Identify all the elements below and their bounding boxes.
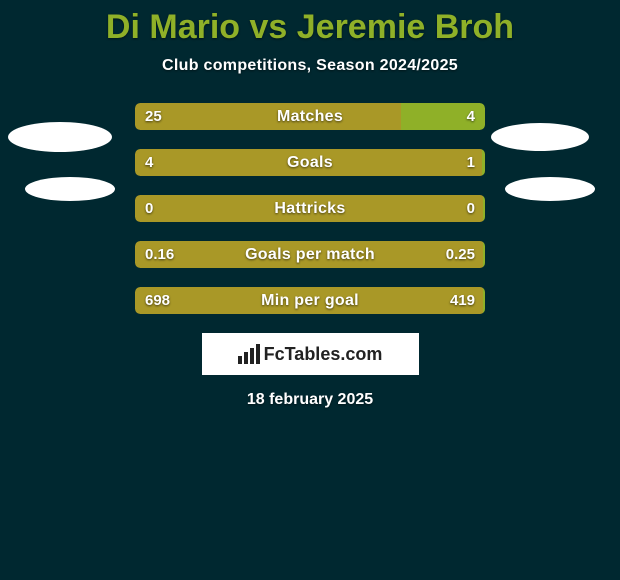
stat-row: 00Hattricks (135, 195, 485, 222)
decorative-ellipse (8, 122, 112, 152)
page-title: Di Mario vs Jeremie Broh (0, 0, 620, 47)
stat-label: Matches (135, 103, 485, 130)
stat-label: Goals (135, 149, 485, 176)
decorative-ellipse (505, 177, 595, 201)
stat-row: 41Goals (135, 149, 485, 176)
stat-row: 254Matches (135, 103, 485, 130)
stat-label: Min per goal (135, 287, 485, 314)
source-badge-text: FcTables.com (264, 344, 383, 365)
decorative-ellipse (491, 123, 589, 151)
stat-label: Hattricks (135, 195, 485, 222)
stat-row: 0.160.25Goals per match (135, 241, 485, 268)
subtitle: Club competitions, Season 2024/2025 (0, 57, 620, 75)
decorative-ellipse (25, 177, 115, 201)
date-text: 18 february 2025 (0, 391, 620, 409)
stat-label: Goals per match (135, 241, 485, 268)
bars-icon (238, 344, 262, 364)
source-badge: FcTables.com (202, 333, 419, 375)
stat-row: 698419Min per goal (135, 287, 485, 314)
